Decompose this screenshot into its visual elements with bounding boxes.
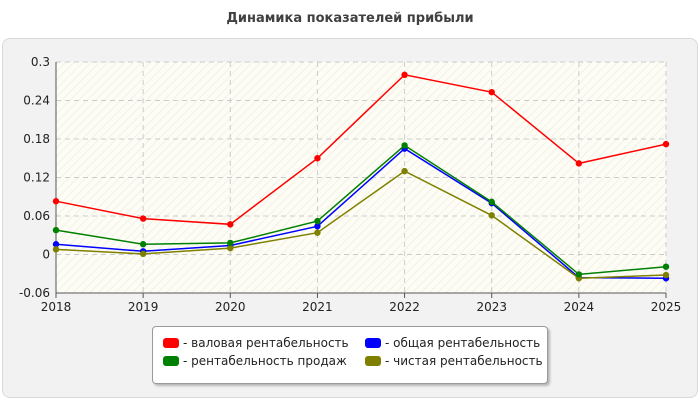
series-2-point	[227, 239, 234, 247]
legend-label-gross-margin: - валовая рентабельность	[183, 336, 349, 350]
series-0-point	[662, 140, 670, 148]
series-2-point	[575, 271, 583, 278]
y-tick-label: 0.06	[23, 209, 50, 223]
series-2-point	[488, 198, 495, 206]
legend-swatch-net-margin	[365, 356, 381, 366]
y-tick-label: 0.3	[31, 55, 50, 69]
series-3-point	[662, 271, 670, 279]
series-1-point	[314, 223, 321, 230]
legend-label-sales-margin: - рентабельность продаж	[183, 354, 347, 368]
legend-item-gross-margin[interactable]: - валовая рентабельность	[163, 336, 349, 350]
legend-swatch-sales-margin	[163, 356, 179, 366]
legend: - валовая рентабельность - общая рентабе…	[152, 326, 548, 384]
series-3-point	[227, 244, 234, 252]
series-line-1	[55, 147, 667, 279]
series-3-point	[139, 250, 147, 258]
x-tick-label: 2024	[564, 300, 595, 314]
legend-item-total-margin[interactable]: - общая рентабельность	[365, 336, 540, 350]
series-line-2	[55, 144, 667, 276]
x-tick-label: 2019	[128, 300, 159, 314]
legend-swatch-total-margin	[365, 338, 381, 348]
x-tick-label: 2023	[476, 300, 507, 314]
series-3-point	[314, 229, 321, 236]
x-tick-label: 2025	[651, 300, 682, 314]
x-tick-label: 2020	[215, 300, 246, 314]
series-3-point	[401, 167, 408, 175]
series-2-point	[401, 142, 408, 149]
y-tick-label: 0	[42, 248, 50, 262]
series-0-point	[401, 71, 408, 79]
legend-label-total-margin: - общая рентабельность	[385, 336, 541, 350]
series-0-point	[227, 221, 234, 228]
series-0-point	[52, 198, 60, 205]
series-2-point	[52, 226, 60, 234]
legend-item-sales-margin[interactable]: - рентабельность продаж	[163, 354, 347, 368]
y-tick-label: 0.18	[23, 132, 50, 146]
series-2-point	[139, 241, 147, 248]
series-0-point	[139, 215, 147, 222]
axis-layer	[55, 62, 667, 298]
series-1-point	[52, 241, 60, 248]
chart-title: Динамика показателей прибыли	[226, 11, 474, 26]
series-2-point	[662, 263, 670, 270]
y-tick-label: 0.12	[23, 171, 50, 185]
series-3-point	[52, 246, 60, 253]
series-0-point	[488, 88, 495, 96]
x-tick-label: 2022	[389, 300, 420, 314]
x-tick-label: 2018	[41, 300, 72, 314]
legend-label-net-margin: - чистая рентабельность	[385, 354, 543, 368]
series-0-point	[575, 160, 583, 167]
series-layer	[52, 71, 670, 282]
x-tick-label: 2021	[302, 300, 333, 314]
y-tick-label: -0.06	[19, 286, 50, 300]
series-3-point	[488, 212, 495, 219]
legend-swatch-gross-margin	[163, 338, 179, 348]
series-2-point	[314, 217, 321, 225]
series-0-point	[314, 155, 321, 162]
legend-item-net-margin[interactable]: - чистая рентабельность	[365, 354, 543, 368]
y-tick-label: 0.24	[23, 94, 50, 108]
series-line-0	[55, 73, 667, 226]
series-line-3	[55, 170, 667, 279]
